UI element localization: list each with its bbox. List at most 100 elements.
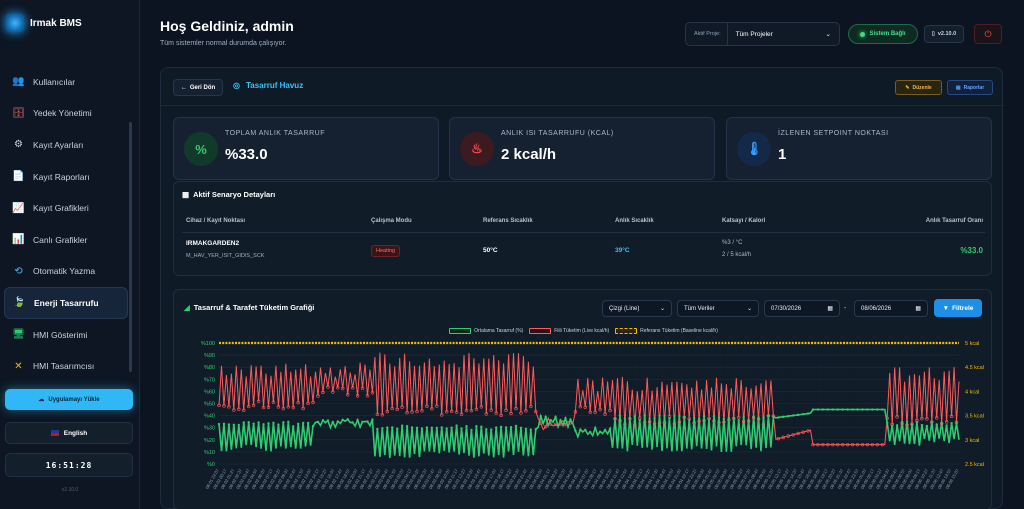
- live-consumption-point: [370, 391, 375, 395]
- savings-point: [420, 427, 424, 430]
- live-consumption-point: [474, 407, 479, 411]
- savings-point: [232, 423, 236, 427]
- sidebar-item-gears[interactable]: ⚙ Kayıt Ayarları: [4, 129, 128, 161]
- savings-point: [752, 415, 755, 418]
- brand[interactable]: Irmak BMS: [6, 14, 82, 32]
- savings-point: [559, 419, 562, 422]
- savings-point: [296, 422, 300, 425]
- savings-point: [499, 425, 503, 429]
- column-header: Referans Sıcaklık: [483, 218, 533, 224]
- live-consumption-point: [588, 410, 592, 414]
- live-consumption-point: [563, 422, 568, 427]
- savings-point: [762, 416, 765, 419]
- cloud-upload-icon: ☁: [38, 397, 45, 403]
- sidebar-item-line-chart[interactable]: 📈 Kayıt Grafikleri: [4, 192, 128, 224]
- savings-point: [480, 425, 483, 428]
- header: Hoş Geldiniz, admin Tüm sistemler normal…: [140, 0, 1024, 62]
- filter-label: Filtrele: [952, 304, 974, 312]
- sidebar-item-tools[interactable]: ✕ HMI Tasarımcısı: [4, 350, 128, 382]
- project-selector[interactable]: Aktif Proje: Tüm Projeler ⌄: [685, 22, 840, 46]
- savings-point: [549, 418, 552, 422]
- live-consumption-point: [380, 413, 385, 417]
- reports-button[interactable]: ▤ Raporlar: [947, 80, 993, 95]
- live-consumption-point: [662, 421, 667, 425]
- logout-button[interactable]: ⏻: [974, 24, 1002, 44]
- savings-point: [777, 416, 780, 419]
- data-filter-select[interactable]: Tüm Veriler ⌄: [677, 300, 759, 317]
- savings-point: [831, 408, 834, 411]
- sidebar-version: v2.10.0: [61, 487, 79, 493]
- savings-point: [737, 419, 740, 422]
- savings-point: [579, 428, 582, 431]
- savings-point: [237, 423, 240, 427]
- sidebar-item-database[interactable]: 🗄 Yedek Yönetimi: [4, 98, 128, 130]
- y-right-tick-label: 3 kcal: [965, 438, 979, 444]
- filter-button[interactable]: ▼ Filtrele: [934, 299, 982, 317]
- savings-point: [806, 412, 810, 415]
- savings-point: [504, 426, 508, 429]
- sidebar-item-leaf[interactable]: 🍃 Enerji Tasarrufu: [4, 287, 128, 319]
- live-consumption-point: [944, 420, 949, 424]
- column-header: Çalışma Modu: [371, 218, 412, 224]
- project-select[interactable]: Tüm Projeler ⌄: [728, 30, 839, 39]
- live-consumption-point: [722, 420, 726, 424]
- legend-item-baseline[interactable]: Referans Tüketim (Baseline kcal/h): [615, 328, 718, 334]
- savings-point: [683, 415, 686, 419]
- edit-button[interactable]: ✎ Düzenle: [895, 80, 942, 95]
- sidebar-item-file[interactable]: 📄 Kayıt Raporları: [4, 161, 128, 193]
- arrow-left-icon: ←: [180, 84, 187, 91]
- live-consumption-point: [341, 386, 345, 391]
- savings-point: [935, 423, 938, 426]
- live-consumption-point: [336, 386, 340, 390]
- live-consumption-point: [385, 409, 389, 414]
- back-button[interactable]: ← Geri Dön: [173, 79, 223, 96]
- savings-point: [796, 413, 800, 417]
- live-consumption-point: [583, 405, 587, 409]
- calendar-icon: ▦: [827, 306, 833, 312]
- savings-point: [782, 415, 785, 419]
- live-consumption-point: [454, 410, 459, 414]
- sidebar-item-monitor[interactable]: 🖥 HMI Gösterimi: [4, 319, 128, 351]
- legend-item-live[interactable]: Fiili Tüketim (Live kcal/h): [529, 328, 609, 334]
- sidebar-item-label: HMI Gösterimi: [33, 329, 88, 340]
- savings-point: [445, 427, 448, 430]
- live-consumption-point: [672, 422, 677, 426]
- scenario-title-text: Aktif Senaryo Detayları: [193, 190, 276, 199]
- gears-icon: ⚙: [14, 139, 23, 151]
- date-from-input[interactable]: 07/30/2026 ▦: [764, 300, 840, 317]
- page-welcome: Hoş Geldiniz, admin: [160, 18, 294, 34]
- version-label: v2.10.0: [937, 31, 957, 37]
- language-button[interactable]: English: [5, 422, 133, 444]
- status-dot-icon: [860, 31, 866, 37]
- live-consumption-point: [435, 404, 439, 408]
- sidebar-item-label: Otomatik Yazma: [33, 266, 96, 277]
- sidebar-item-users[interactable]: 👥 Kullanıcılar: [4, 66, 128, 98]
- legend-item-savings[interactable]: Ortalama Tasarruf (%): [449, 328, 523, 334]
- stat-label: TOPLAM ANLIK TASARRUF: [225, 130, 325, 137]
- savings-point: [866, 408, 869, 411]
- savings-point: [871, 408, 874, 411]
- y-right-tick-label: 4 kcal: [965, 389, 979, 395]
- chart-type-select[interactable]: Çizgi (Line) ⌄: [602, 300, 672, 317]
- savings-consumption-chart[interactable]: %0 %10 %20 %30 %40 %50 %60 %70 %80 %90 %100 2.5 kca…: [174, 334, 993, 508]
- savings-point: [945, 424, 948, 427]
- date-to-input[interactable]: 08/06/2026 ▦: [854, 300, 928, 317]
- live-consumption-point: [702, 418, 706, 423]
- y-right-tick-label: 5 kcal: [965, 341, 979, 347]
- funnel-icon: ▼: [942, 304, 950, 312]
- sidebar-item-history[interactable]: ⟲ Otomatik Yazma: [4, 256, 128, 288]
- savings-point: [371, 418, 374, 421]
- savings-point: [881, 408, 884, 411]
- thermometer-icon: 🌡: [737, 132, 771, 166]
- live-consumption-point: [534, 409, 538, 414]
- sidebar-item-bar-chart[interactable]: 📊 Canlı Grafikler: [4, 224, 128, 256]
- savings-point: [712, 414, 716, 418]
- sidebar-scrollbar[interactable]: [129, 122, 132, 372]
- live-consumption-point: [603, 412, 607, 416]
- live-consumption-point: [737, 415, 741, 420]
- live-consumption-point: [741, 419, 746, 424]
- savings-point: [440, 426, 443, 429]
- live-consumption-point: [647, 419, 652, 424]
- upload-app-button[interactable]: ☁ Uygulamayı Yükle: [5, 389, 133, 410]
- savings-point: [707, 418, 711, 421]
